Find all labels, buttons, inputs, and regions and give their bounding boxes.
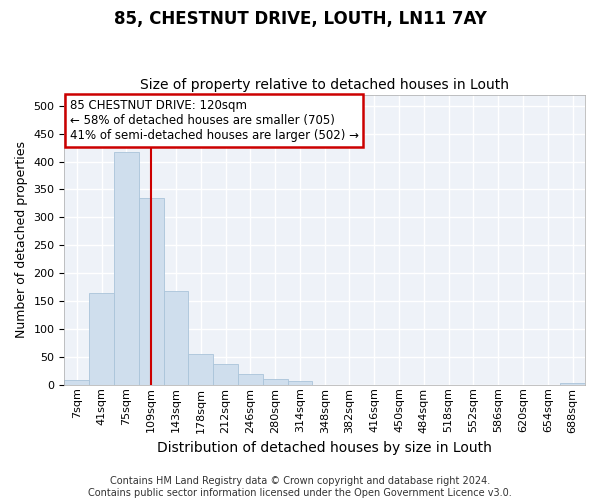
Text: 85, CHESTNUT DRIVE, LOUTH, LN11 7AY: 85, CHESTNUT DRIVE, LOUTH, LN11 7AY <box>113 10 487 28</box>
Bar <box>560 383 585 385</box>
Bar <box>139 198 164 385</box>
Bar <box>238 374 263 385</box>
X-axis label: Distribution of detached houses by size in Louth: Distribution of detached houses by size … <box>157 441 492 455</box>
Bar <box>89 292 114 385</box>
Bar <box>287 382 313 385</box>
Bar <box>263 378 287 385</box>
Bar <box>164 291 188 385</box>
Bar <box>64 380 89 385</box>
Text: 85 CHESTNUT DRIVE: 120sqm
← 58% of detached houses are smaller (705)
41% of semi: 85 CHESTNUT DRIVE: 120sqm ← 58% of detac… <box>70 99 359 142</box>
Text: Contains HM Land Registry data © Crown copyright and database right 2024.
Contai: Contains HM Land Registry data © Crown c… <box>88 476 512 498</box>
Bar <box>114 152 139 385</box>
Bar <box>188 354 213 385</box>
Title: Size of property relative to detached houses in Louth: Size of property relative to detached ho… <box>140 78 509 92</box>
Bar <box>213 364 238 385</box>
Y-axis label: Number of detached properties: Number of detached properties <box>15 141 28 338</box>
